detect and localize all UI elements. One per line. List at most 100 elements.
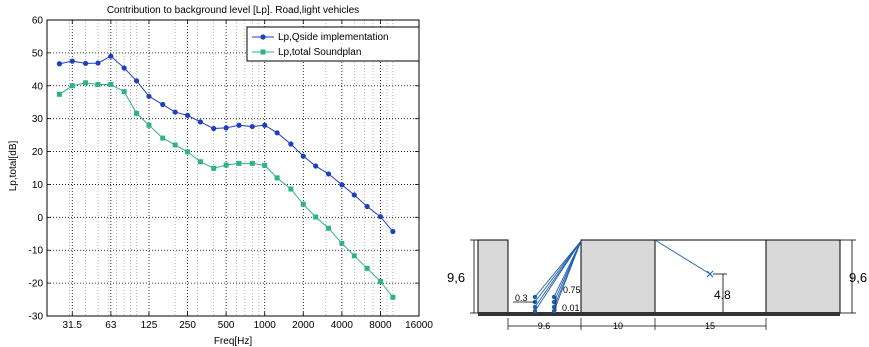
series-1-point [223,125,229,131]
series-2-point [146,122,152,128]
x-tick-label: 2000 [292,320,315,331]
series-1-point [211,125,217,132]
series-1-point [133,78,140,84]
source-points [532,294,557,314]
receiver-height-dimension [713,273,727,312]
y-tick-label: 50 [32,48,44,59]
series-1-point [249,123,255,130]
series-1-point [364,203,370,210]
series-1-point [172,109,178,115]
series-1-point [377,214,384,220]
grid [47,20,419,316]
y-tick-label: -20 [29,279,44,290]
x-tick-label: 8000 [369,320,392,331]
series-1-point [236,122,242,128]
legend-marker-1 [260,34,266,40]
series-1-point [160,101,166,108]
width-label-3: 15 [705,321,715,331]
series-2-point [108,81,114,87]
series-2-point [211,165,217,171]
axes: -30 -20 -10 0 10 20 30 40 50 60 31.5 63 125 250 500 100… [29,16,434,332]
y-tick-label: 30 [32,114,44,125]
y-tick-label: 0 [37,213,43,224]
series-2-point [377,278,383,284]
x-axis-label: Freq[Hz] [214,336,253,347]
width-dimensions [507,318,767,330]
series-2-point [364,265,370,271]
series-2-point [121,89,127,95]
x-tick-label: 63 [105,320,117,331]
series-1-point [69,58,75,64]
receiver-marker [706,270,714,278]
series-2-point [390,294,396,300]
series-2-point [326,225,332,231]
series-2-point [95,81,101,87]
legend-label-2: Lp,total Soundplan [278,47,361,58]
offset-dimensions [513,297,557,311]
x-tick-label: 500 [218,320,235,331]
series-2-point [185,149,191,155]
plot-area [47,20,419,316]
y-tick-label: 60 [32,16,44,27]
series-1-point [82,60,89,67]
series-1-point [184,112,191,118]
series-layer [56,53,396,300]
series-1-point [325,171,332,177]
series-1-point [274,130,280,136]
series-2-point [249,160,255,166]
series-2-point [236,160,242,166]
series-2-point [262,162,268,168]
y-tick-label: -10 [29,246,44,257]
series-1-point [300,153,306,159]
y-axis-label: Lp,total[dB] [8,140,19,191]
plot-background [47,20,419,316]
series-1-point [262,122,268,128]
series-2-point [288,186,294,192]
y-tick-label: 40 [32,81,44,92]
receiver-height-label: 4.8 [714,288,731,302]
chart-title: Contribution to background level [Lp]. R… [107,5,359,16]
series-1-point [108,53,114,59]
building-left [477,239,509,314]
series-2-point [339,240,345,246]
series-1-point [121,65,127,71]
legend-box [246,26,420,62]
series-2-point [313,214,319,220]
series-1-point [95,60,101,66]
series-1-point [197,119,204,125]
axes-frame [46,19,420,317]
offset-label-c: 0.01 [562,303,580,313]
series-2-point [134,110,140,116]
legend-marker-2 [260,49,266,55]
ground-line [478,312,840,316]
series-2-point [56,91,62,97]
width-label-2: 10 [613,321,623,331]
width-label-1: 9.6 [538,321,551,331]
series-2-point [300,201,306,207]
building-right [765,239,841,314]
series-2-point [197,159,203,165]
series-2-point [160,135,166,141]
offset-label-b: 0.75 [563,285,581,295]
height-dimension-left [470,239,478,314]
series-1-point [339,182,345,188]
source-rays [534,239,711,312]
series-1-point [146,93,152,99]
series-2-point [83,80,89,86]
offset-label-a: 0.3 [515,293,528,303]
x-tick-label: 125 [141,320,158,331]
series-2-point [223,162,229,168]
series-1-point [313,163,319,169]
x-tick-label: 250 [179,320,196,331]
series-2-point [69,83,75,89]
x-tick-label: 4000 [331,320,354,331]
height-label-left: 9,6 [447,270,465,285]
x-tick-label: 1000 [254,320,277,331]
height-dimension-right [840,239,856,314]
x-tick-label: 31.5 [63,320,83,331]
y-tick-label: 20 [32,147,44,158]
series-2-point [172,142,178,148]
series-2-point [274,175,280,181]
